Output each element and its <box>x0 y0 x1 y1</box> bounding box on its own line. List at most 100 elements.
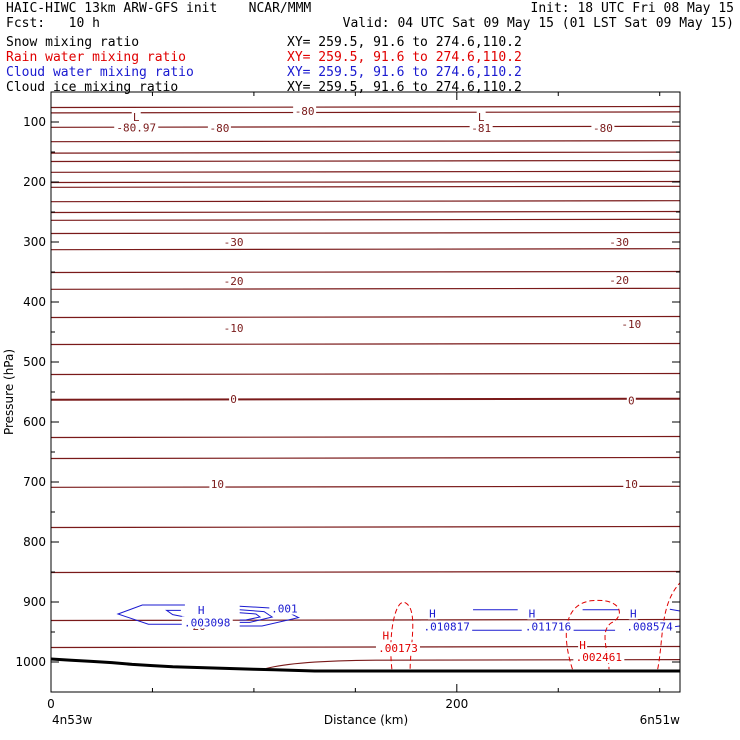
cloud-water-contour <box>239 605 301 627</box>
cloud-water-label: .008574 <box>626 621 673 634</box>
x-tick-label: 200 <box>445 697 468 711</box>
cloud-water-contour <box>669 608 681 612</box>
title-left: HAIC-HIWC 13km ARW-GFS init NCAR/MMM <box>6 1 312 16</box>
y-axis-label: Pressure (hPa) <box>2 349 16 435</box>
isotherm-line <box>50 170 681 173</box>
temperature-label: 0 <box>628 394 635 407</box>
rain-water-contour <box>390 601 414 670</box>
field-rain-name: Rain water mixing ratio <box>6 50 187 65</box>
temperature-label: 0 <box>230 393 237 406</box>
field-rain-xy: XY= 259.5, 91.6 to 274.6,110.2 <box>287 50 522 65</box>
temperature-label: -80.97 <box>116 121 156 134</box>
cloud-water-label: .003098 <box>184 616 230 629</box>
isotherm-line <box>50 140 681 143</box>
y-tick-label: 300 <box>23 235 46 249</box>
valid-time: Valid: 04 UTC Sat 09 May 15 (01 LST Sat … <box>342 16 734 31</box>
rain-water-label: H <box>382 630 389 643</box>
x-axis-label: Distance (km) <box>324 713 408 727</box>
temperature-label-bg <box>229 393 239 406</box>
cloud-water-label-bg <box>628 607 638 620</box>
rain-water-label-bg <box>578 639 588 652</box>
cloud-water-label: .001 <box>271 603 298 616</box>
temperature-label: -10 <box>224 322 244 335</box>
cloud-water-label-bg <box>196 603 206 616</box>
low-marker-bg <box>476 111 486 124</box>
temperature-label-bg <box>469 122 493 134</box>
isotherm-line <box>50 570 681 574</box>
isotherm-line <box>50 270 681 274</box>
temperature-label: -80 <box>295 105 315 118</box>
x-tick-label: 0 <box>47 697 55 711</box>
temperature-label-bg <box>293 105 317 118</box>
isotherm-line <box>50 231 681 235</box>
surface-pressure-line <box>50 657 680 673</box>
cloud-water-label-bg <box>527 607 537 620</box>
cloud-water-label: H <box>429 607 436 620</box>
y-tick-label: 500 <box>23 355 46 369</box>
rain-water-label: .002461 <box>576 651 622 664</box>
temperature-label-bg <box>619 318 643 331</box>
isotherm-line <box>50 248 681 251</box>
isotherm-line <box>50 435 681 439</box>
temperature-label-bg <box>626 394 636 407</box>
y-tick-label: 600 <box>23 415 46 429</box>
isotherm-line <box>50 210 681 214</box>
right-endpoint-label: 6n51w <box>640 713 681 727</box>
temperature-label-bg <box>222 275 246 287</box>
field-cloudice-name: Cloud ice mixing ratio <box>6 80 179 95</box>
temperature-label-bg <box>114 121 159 134</box>
y-tick-label: 200 <box>23 175 46 189</box>
contour-labels: -80 -80.97 -80 -81 -80 -30 -30 -20 -20 -10 -10 0 0 10… <box>114 105 676 664</box>
cloud-water-label-bg <box>522 620 574 633</box>
isotherm-line <box>50 111 681 114</box>
temperature-label: 10 <box>625 478 638 491</box>
cloud-water-contour <box>239 612 262 621</box>
y-tick-label: 900 <box>23 595 46 609</box>
isotherm-line <box>50 525 681 529</box>
rain-water-label: .00173 <box>378 642 418 655</box>
temperature-label-bg <box>222 321 246 334</box>
low-marker: L <box>133 111 140 124</box>
rain-water-label-bg <box>375 642 420 655</box>
field-cloudwater-xy: XY= 259.5, 91.6 to 274.6,110.2 <box>287 65 522 80</box>
isotherm-line <box>50 645 681 649</box>
isotherm-line <box>50 151 681 154</box>
rain-water-label-bg <box>573 651 625 664</box>
y-tick-label: 800 <box>23 535 46 549</box>
cloud-water-contour <box>165 609 186 618</box>
cloud-water-label: H <box>529 607 536 620</box>
temperature-label-bg <box>607 273 631 286</box>
cloud-water-label: H <box>198 604 205 617</box>
init-time: Init: 18 UTC Fri 08 May 15 <box>530 1 735 16</box>
y-tick-label: 1000 <box>15 655 46 669</box>
forecast-hour: Fcst: 10 h <box>6 16 100 31</box>
temperature-label: -30 <box>609 236 629 249</box>
cloud-water-label: .010817 <box>423 621 469 634</box>
temperature-label-bg <box>623 477 640 490</box>
cloud-water-label-bg <box>421 620 473 633</box>
isotherm-line <box>50 618 681 622</box>
temperature-label: -81 <box>471 122 491 135</box>
isotherm-line <box>50 287 681 290</box>
isotherm-line <box>50 200 681 203</box>
isotherm-line <box>50 105 681 109</box>
isotherm-lines <box>50 105 681 670</box>
temperature-label: -10 <box>621 318 641 331</box>
cloud-water-contour <box>239 609 274 623</box>
cloud-water-contours <box>116 604 681 631</box>
isotherm-line <box>50 159 681 163</box>
field-cloudwater-name: Cloud water mixing ratio <box>6 65 194 80</box>
isotherm-line <box>50 315 681 319</box>
y-tick-label: 400 <box>23 295 46 309</box>
temperature-label-bg <box>209 477 226 490</box>
isotherm-line <box>50 485 681 488</box>
isotherm-line <box>50 372 681 376</box>
isotherm-line <box>265 659 681 670</box>
temperature-label: -80 <box>209 122 229 135</box>
left-endpoint-label: 4n53w <box>52 713 93 727</box>
cloud-water-label-bg <box>624 620 676 633</box>
temperature-label-bg <box>207 122 231 134</box>
low-marker: L <box>478 111 485 124</box>
isotherm-line <box>50 185 681 188</box>
